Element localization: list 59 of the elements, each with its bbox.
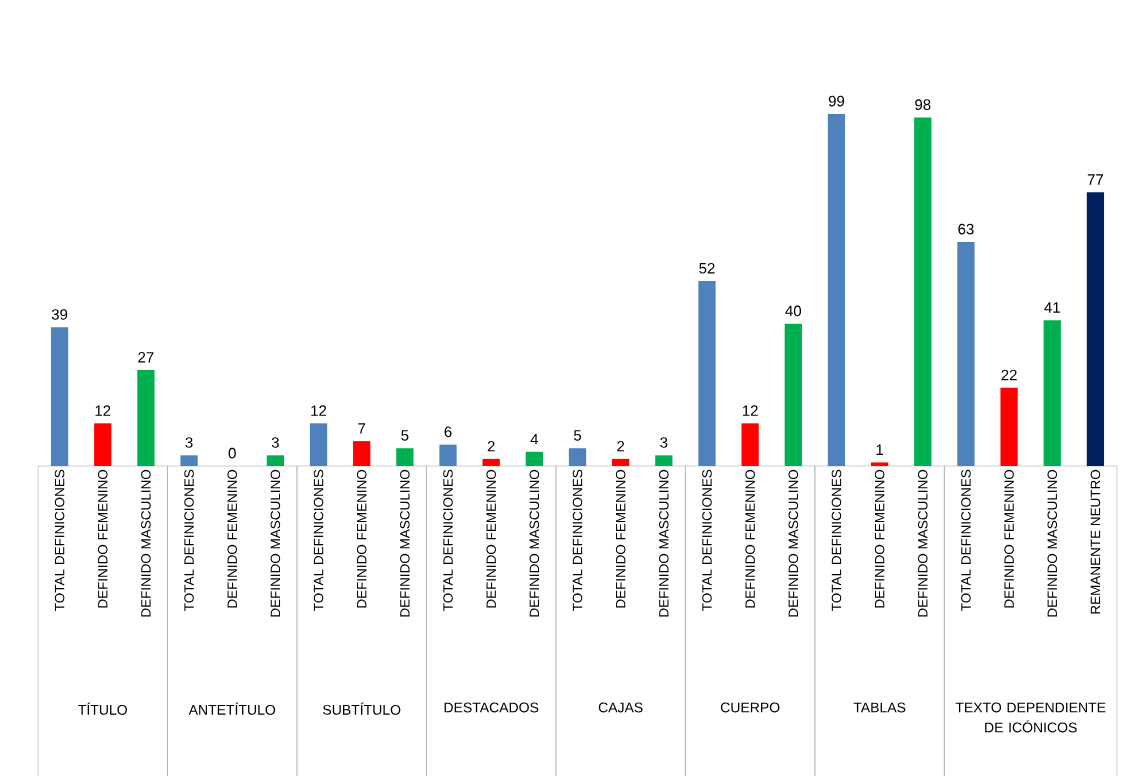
x-tick-label: DEFINIDO FEMENINO [97, 469, 108, 608]
data-label: 6 [444, 426, 452, 438]
x-tick-label: TOTAL DEFINICIONES [184, 469, 194, 611]
data-label: 5 [401, 430, 409, 441]
x-tick-label: TOTAL DEFINICIONES [572, 469, 583, 611]
x-tick-label: REMANENTE NEUTRO [1090, 469, 1101, 614]
data-label: 3 [660, 437, 668, 448]
data-label: 52 [699, 262, 715, 274]
data-label: 39 [51, 309, 68, 320]
text: DESTACADOS [444, 702, 539, 713]
data-label: 2 [617, 440, 625, 452]
data-label: 12 [742, 405, 758, 416]
data-label: 0 [228, 447, 236, 459]
text: TÍTULO [78, 702, 127, 715]
data-label: 63 [958, 223, 974, 235]
data-label: 5 [573, 430, 582, 441]
data-label: 12 [95, 405, 111, 416]
x-tick-label: DEFINIDO MASCULINO [1047, 469, 1058, 617]
data-label: 41 [1044, 302, 1060, 313]
data-label: 7 [358, 423, 366, 434]
data-label: 40 [785, 305, 802, 317]
data-label: 3 [271, 437, 279, 448]
data-label: 22 [1001, 369, 1017, 381]
text: ANTETÍTULO [188, 702, 276, 715]
x-tick-label: TOTAL DEFINICIONES [313, 469, 324, 611]
data-label: 77 [1087, 174, 1104, 185]
text: CUERPO [720, 702, 780, 713]
x-tick-label: DEFINIDO FEMENINO [356, 469, 367, 608]
x-tick-label: TOTAL DEFINICIONES [702, 469, 712, 611]
data-label: 98 [915, 99, 931, 110]
x-tick-label: DEFINIDO FEMENINO [486, 469, 496, 608]
x-tick-label: TOTAL DEFINICIONES [961, 469, 971, 611]
data-label: 1 [876, 444, 884, 455]
x-tick-label: DEFINIDO MASCULINO [529, 469, 540, 617]
x-tick-label: DEFINIDO MASCULINO [659, 469, 669, 617]
data-label: 2 [487, 440, 495, 452]
x-tick-label: DEFINIDO FEMENINO [615, 469, 626, 608]
x-tick-label: TOTAL DEFINICIONES [831, 469, 842, 611]
data-label: 27 [138, 351, 154, 363]
x-tick-label: DEFINIDO FEMENINO [227, 469, 237, 608]
x-tick-label: TOTAL DEFINICIONES [443, 469, 453, 611]
data-label: 99 [828, 95, 845, 107]
x-tick-label: DEFINIDO MASCULINO [788, 469, 799, 617]
data-label: 3 [185, 437, 193, 448]
x-tick-label: DEFINIDO MASCULINO [400, 469, 410, 617]
bar [1086, 192, 1105, 466]
x-tick-label: DEFINIDO MASCULINO [141, 469, 151, 617]
data-label: 12 [311, 405, 327, 416]
text: TEXTO DEPENDIENTE DE ICÓNICOS [955, 702, 1106, 733]
text: SUBTÍTULO [323, 702, 401, 715]
text: CAJAS [598, 702, 643, 713]
x-tick-label: DEFINIDO FEMENINO [745, 469, 755, 608]
text: TABLAS [853, 702, 906, 713]
x-tick-label: DEFINIDO MASCULINO [270, 469, 281, 617]
x-tick-label: TOTAL DEFINICIONES [54, 469, 65, 611]
x-tick-label: DEFINIDO FEMENINO [874, 469, 885, 608]
x-tick-label: DEFINIDO FEMENINO [1004, 469, 1014, 608]
x-tick-label: DEFINIDO MASCULINO [918, 469, 928, 617]
data-label: 4 [530, 433, 539, 445]
